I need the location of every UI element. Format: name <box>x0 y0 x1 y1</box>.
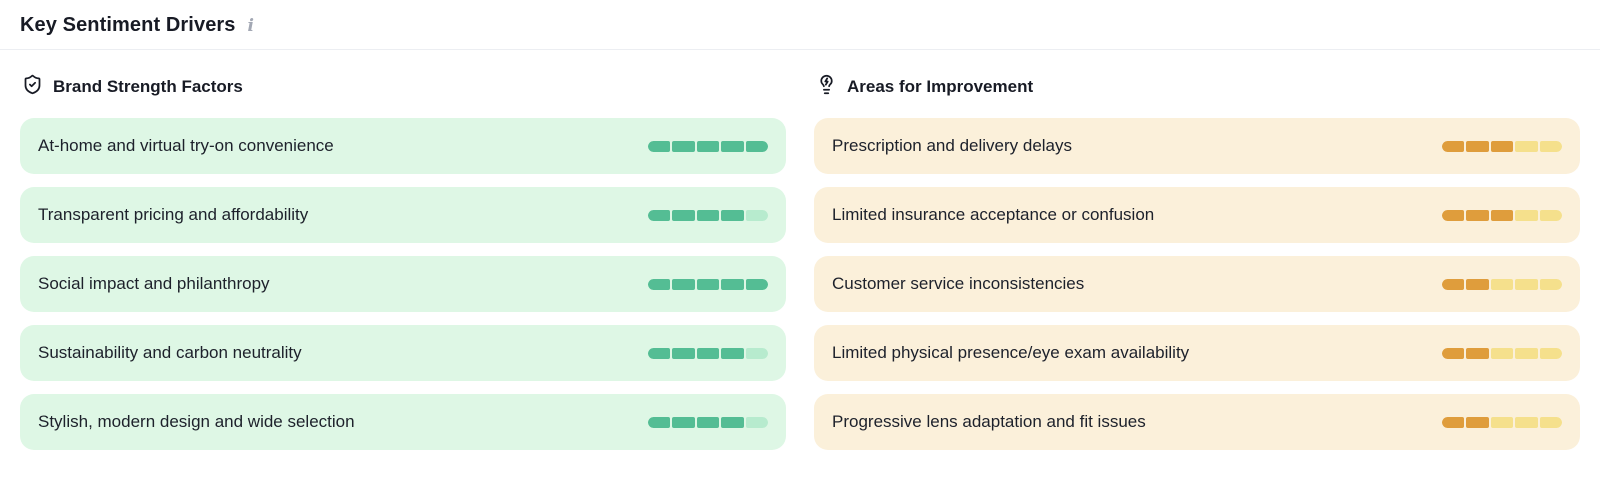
score-segment <box>745 416 768 428</box>
sentiment-drivers-content: Brand Strength Factors At-home and virtu… <box>0 50 1600 463</box>
score-segment <box>1466 278 1489 290</box>
score-segment <box>1466 347 1489 359</box>
score-segment <box>721 416 744 428</box>
score-segment <box>696 209 720 221</box>
score-segment <box>648 209 671 221</box>
driver-label: Progressive lens adaptation and fit issu… <box>832 412 1146 431</box>
driver-row: Sustainability and carbon neutrality <box>20 325 786 381</box>
score-segment <box>1490 347 1514 359</box>
score-bar <box>648 347 768 359</box>
driver-label: Prescription and delivery delays <box>832 136 1073 155</box>
score-bar <box>648 140 768 152</box>
score-segment <box>672 416 695 428</box>
panel-header: Key Sentiment Drivers i <box>0 0 1600 50</box>
section-brand-strength: Brand Strength Factors At-home and virtu… <box>20 74 786 463</box>
score-segment <box>696 416 720 428</box>
score-segment <box>1466 416 1489 428</box>
score-segment <box>721 347 744 359</box>
score-segment <box>745 140 768 152</box>
score-segment <box>1466 140 1489 152</box>
score-segment <box>672 278 695 290</box>
section-areas-improvement: Areas for Improvement Prescription and d… <box>814 74 1580 463</box>
driver-row: Prescription and delivery delays <box>814 118 1580 174</box>
score-segment <box>1490 140 1514 152</box>
score-segment <box>696 140 720 152</box>
score-segment <box>1490 416 1514 428</box>
driver-row: Transparent pricing and affordability <box>20 187 786 243</box>
score-segment <box>721 209 744 221</box>
shield-check-icon <box>22 74 43 100</box>
driver-row: Limited insurance acceptance or confusio… <box>814 187 1580 243</box>
score-segment <box>721 140 744 152</box>
score-segment <box>1442 347 1465 359</box>
driver-label: Social impact and philanthropy <box>38 274 270 293</box>
score-segment <box>696 347 720 359</box>
score-segment <box>1442 278 1465 290</box>
driver-label: At-home and virtual try-on convenience <box>38 136 334 155</box>
areas-improvement-list: Prescription and delivery delays Limited… <box>814 118 1580 450</box>
score-bar <box>1442 416 1562 428</box>
score-segment <box>745 278 768 290</box>
score-segment <box>1539 347 1562 359</box>
score-segment <box>721 278 744 290</box>
score-segment <box>1515 416 1538 428</box>
brand-strength-list: At-home and virtual try-on convenience T… <box>20 118 786 450</box>
score-segment <box>672 209 695 221</box>
driver-row: Social impact and philanthropy <box>20 256 786 312</box>
driver-row: Stylish, modern design and wide selectio… <box>20 394 786 450</box>
section-header-areas-improvement: Areas for Improvement <box>814 74 1580 100</box>
score-bar <box>648 278 768 290</box>
driver-label: Stylish, modern design and wide selectio… <box>38 412 355 431</box>
score-segment <box>1539 416 1562 428</box>
score-bar <box>648 416 768 428</box>
driver-label: Transparent pricing and affordability <box>38 205 309 224</box>
driver-row: Limited physical presence/eye exam avail… <box>814 325 1580 381</box>
score-segment <box>648 140 671 152</box>
score-segment <box>1442 140 1465 152</box>
score-segment <box>648 416 671 428</box>
section-header-brand-strength: Brand Strength Factors <box>20 74 786 100</box>
score-segment <box>1466 209 1489 221</box>
score-segment <box>648 278 671 290</box>
score-segment <box>1539 140 1562 152</box>
driver-label: Limited insurance acceptance or confusio… <box>832 205 1155 224</box>
section-title: Brand Strength Factors <box>53 77 243 96</box>
page-title: Key Sentiment Drivers <box>20 14 236 36</box>
score-segment <box>1515 209 1538 221</box>
score-bar <box>648 209 768 221</box>
driver-label: Sustainability and carbon neutrality <box>38 343 302 362</box>
score-segment <box>1442 209 1465 221</box>
score-bar <box>1442 278 1562 290</box>
info-icon[interactable]: i <box>247 16 254 36</box>
score-segment <box>745 209 768 221</box>
score-bar <box>1442 209 1562 221</box>
driver-label: Customer service inconsistencies <box>832 274 1085 293</box>
score-bar <box>1442 347 1562 359</box>
driver-label: Limited physical presence/eye exam avail… <box>832 343 1190 362</box>
score-segment <box>1515 140 1538 152</box>
score-segment <box>1490 278 1514 290</box>
score-segment <box>745 347 768 359</box>
score-segment <box>648 347 671 359</box>
score-segment <box>672 140 695 152</box>
score-segment <box>1539 209 1562 221</box>
score-segment <box>672 347 695 359</box>
driver-row: Customer service inconsistencies <box>814 256 1580 312</box>
driver-row: Progressive lens adaptation and fit issu… <box>814 394 1580 450</box>
score-segment <box>1490 209 1514 221</box>
score-segment <box>696 278 720 290</box>
score-segment <box>1539 278 1562 290</box>
score-bar <box>1442 140 1562 152</box>
lightbulb-zap-icon <box>816 74 837 100</box>
score-segment <box>1515 278 1538 290</box>
driver-row: At-home and virtual try-on convenience <box>20 118 786 174</box>
score-segment <box>1442 416 1465 428</box>
section-title: Areas for Improvement <box>847 77 1034 96</box>
score-segment <box>1515 347 1538 359</box>
